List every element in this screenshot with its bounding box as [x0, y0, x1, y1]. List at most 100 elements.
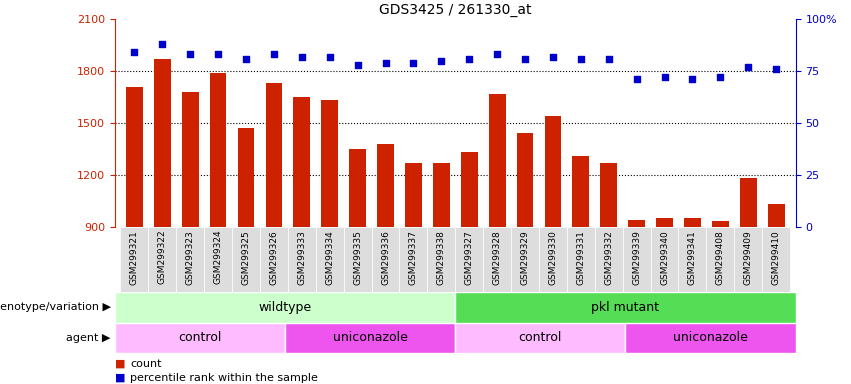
Text: GSM299331: GSM299331 [576, 230, 585, 285]
Point [351, 62, 364, 68]
Text: GSM299337: GSM299337 [409, 230, 418, 285]
Point [769, 66, 783, 72]
Bar [712, 221, 728, 227]
FancyBboxPatch shape [623, 227, 651, 292]
Point [128, 49, 141, 55]
Bar [740, 178, 757, 227]
Text: uniconazole: uniconazole [673, 331, 748, 344]
Point [267, 51, 281, 58]
Text: GSM299321: GSM299321 [130, 230, 139, 285]
Text: GSM299330: GSM299330 [548, 230, 557, 285]
Point [713, 74, 727, 80]
FancyBboxPatch shape [176, 227, 204, 292]
Bar [266, 83, 283, 227]
FancyBboxPatch shape [204, 227, 232, 292]
FancyBboxPatch shape [427, 227, 455, 292]
Point [156, 41, 169, 47]
Point [574, 56, 588, 62]
FancyBboxPatch shape [567, 227, 595, 292]
Text: GSM299327: GSM299327 [465, 230, 474, 285]
FancyBboxPatch shape [148, 227, 176, 292]
FancyBboxPatch shape [455, 292, 796, 323]
Bar [600, 163, 617, 227]
FancyBboxPatch shape [399, 227, 427, 292]
Bar [545, 116, 562, 227]
Bar [573, 156, 589, 227]
Text: GSM299322: GSM299322 [157, 230, 167, 285]
Point [546, 53, 560, 60]
FancyBboxPatch shape [115, 292, 455, 323]
Text: GSM299325: GSM299325 [242, 230, 250, 285]
Bar [488, 94, 505, 227]
Point [490, 51, 504, 58]
Text: GSM299324: GSM299324 [214, 230, 223, 285]
FancyBboxPatch shape [595, 227, 623, 292]
Point [518, 56, 532, 62]
Bar [461, 152, 477, 227]
Point [379, 60, 392, 66]
Text: GSM299409: GSM299409 [744, 230, 753, 285]
Text: GSM299410: GSM299410 [772, 230, 780, 285]
Text: GSM299332: GSM299332 [604, 230, 614, 285]
Text: ■: ■ [115, 373, 125, 383]
Point [295, 53, 309, 60]
Text: GSM299336: GSM299336 [381, 230, 390, 285]
Bar [768, 204, 785, 227]
Text: GSM299334: GSM299334 [325, 230, 334, 285]
Point [323, 53, 336, 60]
Bar [656, 218, 673, 227]
Bar [182, 92, 198, 227]
Text: GSM299333: GSM299333 [297, 230, 306, 285]
Bar [349, 149, 366, 227]
FancyBboxPatch shape [121, 227, 148, 292]
Text: GSM299329: GSM299329 [521, 230, 529, 285]
Bar [294, 97, 311, 227]
FancyBboxPatch shape [285, 323, 455, 353]
Bar [377, 144, 394, 227]
FancyBboxPatch shape [455, 227, 483, 292]
FancyBboxPatch shape [372, 227, 399, 292]
FancyBboxPatch shape [539, 227, 567, 292]
FancyBboxPatch shape [651, 227, 678, 292]
Title: GDS3425 / 261330_at: GDS3425 / 261330_at [379, 3, 532, 17]
Point [602, 56, 615, 62]
FancyBboxPatch shape [344, 227, 372, 292]
FancyBboxPatch shape [483, 227, 511, 292]
Bar [237, 128, 254, 227]
FancyBboxPatch shape [762, 227, 790, 292]
Text: GSM299339: GSM299339 [632, 230, 641, 285]
Text: control: control [519, 331, 562, 344]
Bar [517, 133, 534, 227]
FancyBboxPatch shape [260, 227, 288, 292]
FancyBboxPatch shape [511, 227, 539, 292]
Text: wildtype: wildtype [259, 301, 311, 314]
Text: GSM299340: GSM299340 [660, 230, 669, 285]
Bar [405, 163, 422, 227]
FancyBboxPatch shape [316, 227, 344, 292]
Point [184, 51, 197, 58]
Point [630, 76, 643, 83]
Point [239, 56, 253, 62]
Point [658, 74, 671, 80]
FancyBboxPatch shape [706, 227, 734, 292]
FancyBboxPatch shape [115, 323, 285, 353]
FancyBboxPatch shape [625, 323, 796, 353]
Bar [322, 101, 338, 227]
Text: pkl mutant: pkl mutant [591, 301, 660, 314]
Text: GSM299338: GSM299338 [437, 230, 446, 285]
Text: GSM299323: GSM299323 [186, 230, 195, 285]
Bar [684, 218, 701, 227]
Text: uniconazole: uniconazole [333, 331, 408, 344]
Point [435, 58, 448, 64]
FancyBboxPatch shape [734, 227, 762, 292]
Point [462, 56, 476, 62]
Text: GSM299341: GSM299341 [688, 230, 697, 285]
FancyBboxPatch shape [232, 227, 260, 292]
Text: GSM299326: GSM299326 [270, 230, 278, 285]
Point [211, 51, 225, 58]
Point [407, 60, 420, 66]
Text: GSM299335: GSM299335 [353, 230, 363, 285]
FancyBboxPatch shape [288, 227, 316, 292]
Bar [433, 163, 449, 227]
Text: count: count [130, 359, 162, 369]
